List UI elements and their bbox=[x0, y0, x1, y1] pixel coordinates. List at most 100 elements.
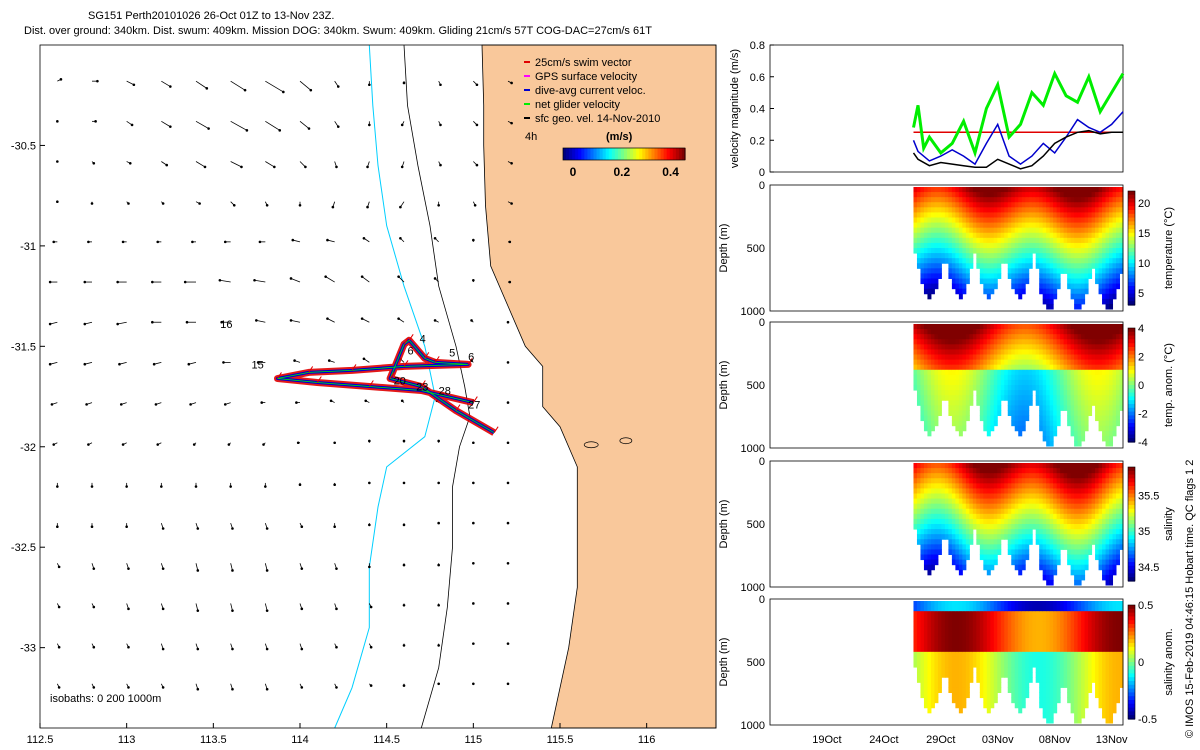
heatmap-cell bbox=[1102, 400, 1107, 406]
heatmap-cell bbox=[986, 192, 991, 198]
heatmap-cell bbox=[969, 212, 974, 218]
heatmap-cell bbox=[1021, 503, 1026, 510]
heatmap-cell bbox=[1018, 564, 1023, 571]
heatmap-cell bbox=[1018, 569, 1023, 576]
heatmap-cell bbox=[1039, 405, 1044, 411]
heatmap-cell bbox=[1049, 463, 1054, 469]
heatmap-cell bbox=[1060, 524, 1065, 530]
heatmap-cell bbox=[1063, 192, 1068, 198]
heatmap-cell bbox=[1077, 534, 1082, 540]
heatmap-cell bbox=[1046, 410, 1051, 416]
colorbar-cell bbox=[593, 148, 598, 160]
heatmap-cell bbox=[951, 385, 956, 391]
heatmap-cell bbox=[962, 656, 967, 663]
heatmap-cell bbox=[1014, 354, 1019, 361]
heatmap-cell bbox=[1077, 242, 1082, 249]
panel-colorbar-cell bbox=[1128, 270, 1135, 276]
heatmap-cell bbox=[962, 468, 967, 474]
heatmap-cell bbox=[923, 222, 928, 229]
heatmap-cell bbox=[1074, 329, 1079, 335]
heatmap-cell bbox=[1018, 278, 1023, 285]
heatmap-cell bbox=[1007, 192, 1012, 198]
heatmap-cell bbox=[1056, 483, 1061, 489]
heatmap-cell bbox=[965, 385, 970, 391]
heatmap-cell bbox=[1018, 374, 1023, 381]
heatmap-cell bbox=[965, 498, 970, 505]
heatmap-cell bbox=[923, 667, 928, 673]
velocity-arrow bbox=[290, 278, 301, 283]
panel-colorbar-cell bbox=[1128, 225, 1135, 230]
heatmap-cell bbox=[1095, 212, 1100, 218]
heatmap-cell bbox=[1046, 339, 1051, 345]
heatmap-cell bbox=[1084, 524, 1089, 530]
heatmap-cell bbox=[948, 544, 953, 550]
heatmap-cell bbox=[948, 364, 953, 371]
heatmap-cell bbox=[1042, 493, 1047, 500]
heatmap-cell bbox=[1081, 283, 1086, 290]
heatmap-cell bbox=[1042, 559, 1047, 566]
heatmap-cell bbox=[920, 641, 925, 648]
heatmap-cell bbox=[1021, 539, 1026, 545]
arrow-head bbox=[329, 399, 333, 403]
heatmap-cell bbox=[941, 601, 946, 607]
heatmap-cell bbox=[1004, 493, 1009, 500]
heatmap-cell bbox=[993, 662, 998, 668]
heatmap-cell bbox=[1025, 385, 1030, 391]
heatmap-cell bbox=[1074, 334, 1079, 340]
heatmap-cell bbox=[1028, 662, 1033, 668]
heatmap-cell bbox=[958, 554, 963, 561]
heatmap-cell bbox=[944, 631, 949, 638]
heatmap-cell bbox=[993, 524, 998, 530]
heatmap-cell bbox=[1105, 468, 1110, 474]
heatmap-cell bbox=[1098, 529, 1103, 535]
heatmap-cell bbox=[1070, 508, 1075, 515]
heatmap-cell bbox=[1095, 508, 1100, 515]
heatmap-cell bbox=[976, 631, 981, 638]
heatmap-cell bbox=[979, 554, 984, 561]
heatmap-cell bbox=[1011, 222, 1016, 229]
heatmap-cell bbox=[1105, 518, 1110, 525]
heatmap-cell bbox=[1021, 237, 1026, 244]
heatmap-cell bbox=[1067, 207, 1072, 213]
heatmap-cell bbox=[913, 237, 918, 244]
heatmap-cell bbox=[1070, 395, 1075, 401]
heatmap-cell bbox=[923, 263, 928, 269]
panel-colorbar-cell bbox=[1128, 400, 1135, 405]
heatmap-cell bbox=[1053, 518, 1058, 525]
heatmap-cell bbox=[986, 646, 991, 653]
heatmap-cell bbox=[1109, 478, 1114, 484]
heatmap-cell bbox=[993, 463, 998, 469]
heatmap-cell bbox=[1049, 549, 1054, 555]
heatmap-cell bbox=[1053, 621, 1058, 627]
heatmap-cell bbox=[1039, 534, 1044, 540]
heatmap-cell bbox=[1119, 364, 1124, 371]
heatmap-cell bbox=[948, 222, 953, 229]
heatmap-cell bbox=[1109, 463, 1114, 469]
heatmap-cell bbox=[1011, 369, 1016, 376]
heatmap-cell bbox=[923, 369, 928, 376]
heatmap-cell bbox=[1035, 529, 1040, 535]
heatmap-cell bbox=[1014, 400, 1019, 406]
heatmap-cell bbox=[990, 564, 995, 571]
heatmap-cell bbox=[1077, 503, 1082, 510]
heatmap-cell bbox=[1112, 273, 1117, 279]
heatmap-cell bbox=[1060, 339, 1065, 345]
heatmap-cell bbox=[923, 463, 928, 469]
heatmap-cell bbox=[972, 329, 977, 335]
heatmap-cell bbox=[969, 359, 974, 366]
heatmap-cell bbox=[927, 616, 932, 622]
heatmap-cell bbox=[955, 702, 960, 709]
heatmap-cell bbox=[1000, 217, 1005, 224]
heatmap-cell bbox=[1032, 626, 1037, 632]
y-tick-label: -32 bbox=[20, 442, 36, 454]
heatmap-cell bbox=[1025, 232, 1030, 239]
heatmap-cell bbox=[1084, 544, 1089, 550]
heatmap-cell bbox=[916, 667, 921, 673]
heatmap-cell bbox=[1060, 187, 1065, 193]
heatmap-cell bbox=[1007, 273, 1012, 279]
heatmap-cell bbox=[969, 187, 974, 193]
heatmap-cell bbox=[937, 539, 942, 545]
heatmap-cell bbox=[1067, 369, 1072, 376]
heatmap-cell bbox=[965, 202, 970, 208]
heatmap-cell bbox=[951, 359, 956, 366]
